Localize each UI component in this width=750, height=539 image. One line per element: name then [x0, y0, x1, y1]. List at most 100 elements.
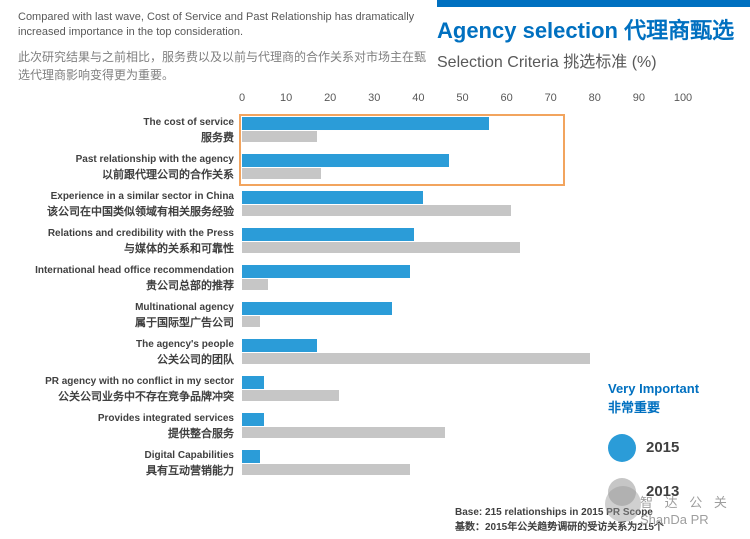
page-title: Agency selection 代理商甄选 — [437, 13, 750, 45]
legend-label-2015: 2015 — [646, 439, 680, 457]
axis-tick: 100 — [673, 92, 693, 104]
category-label-en: The agency's people — [136, 338, 234, 350]
category-label-en: Past relationship with the agency — [75, 153, 234, 165]
category-label-zh: 公关公司业务中不存在竞争品牌冲突 — [58, 390, 234, 403]
legend: Very Important 非常重要 2015 2013 — [608, 380, 699, 506]
axis-tick: 50 — [456, 92, 469, 104]
watermark-line2: ShanDa PR — [640, 511, 709, 527]
base-note: Base: 215 relationships in 2015 PR Scope… — [455, 506, 664, 535]
page-title-zh: 代理商甄选 — [624, 18, 735, 43]
legend-items: 2015 2013 — [608, 433, 699, 506]
chart-row: Provides integrated services 提供整合服务 — [0, 408, 700, 445]
category-label-en: International head office recommendation — [35, 264, 234, 276]
category-label-en: Relations and credibility with the Press — [47, 227, 234, 239]
legend-circle-2013 — [608, 477, 636, 506]
category-label-zh: 提供整合服务 — [168, 427, 234, 440]
category-label: Experience in a similar sector in China 该… — [0, 186, 242, 223]
row-bars — [242, 260, 700, 297]
category-label: Provides integrated services 提供整合服务 — [0, 408, 242, 445]
axis-tick: 90 — [632, 92, 646, 104]
category-label-zh: 与媒体的关系和可靠性 — [124, 242, 234, 255]
chart-row: Multinational agency 属于国际型广告公司 — [0, 297, 700, 334]
highlight-box — [239, 114, 565, 186]
bar-2013 — [242, 131, 317, 142]
bar-2015 — [242, 376, 265, 389]
category-label-en: Experience in a similar sector in China — [50, 190, 234, 202]
bar-2015 — [242, 117, 489, 130]
bar-2013 — [242, 242, 520, 253]
category-label: The cost of service 服务费 — [0, 112, 242, 149]
row-bars — [242, 371, 700, 408]
axis-tick: 60 — [500, 92, 513, 104]
legend-title-zh: 非常重要 — [608, 399, 661, 415]
legend-title: Very Important 非常重要 — [608, 380, 699, 418]
chart-row: Experience in a similar sector in China 该… — [0, 186, 700, 223]
row-bars — [242, 408, 700, 445]
chart-row: International head office recommendation… — [0, 260, 700, 297]
axis-tick: 70 — [544, 92, 557, 104]
bar-2015 — [242, 228, 414, 241]
chart-row: Digital Capabilities 具有互动营销能力 — [0, 445, 700, 482]
row-bars — [242, 445, 700, 482]
chart-rows: The cost of service 服务费 Past relationship … — [0, 112, 700, 482]
base-note-zh: 基数：2015年公关趋势调研的受访关系为215个 — [455, 521, 664, 533]
chart-row: The agency's people 公关公司的团队 — [0, 334, 700, 371]
row-bars — [242, 334, 700, 371]
intro-english: Compared with last wave, Cost of Service… — [18, 11, 415, 38]
chart-row: The cost of service 服务费 — [0, 112, 700, 149]
legend-item-2015: 2015 — [608, 433, 699, 462]
bar-2015 — [242, 450, 260, 463]
category-label-zh: 属于国际型广告公司 — [135, 316, 234, 329]
axis-tick: 80 — [588, 92, 601, 104]
watermark: 智 达 公 关 ShanDa PR — [640, 495, 731, 529]
chart-row: Relations and credibility with the Press… — [0, 223, 700, 260]
row-bars — [242, 149, 700, 186]
category-label-en: The cost of service — [143, 116, 234, 128]
row-bars — [242, 223, 700, 260]
header-accent-bar — [437, 0, 750, 7]
legend-circle-2015 — [608, 433, 636, 462]
axis-tick: 0 — [238, 92, 246, 104]
bar-2013 — [242, 279, 269, 290]
category-label-zh: 贵公司总部的推荐 — [146, 279, 234, 292]
legend-title-en: Very Important — [608, 381, 700, 396]
row-bars — [242, 112, 700, 149]
watermark-logo-circle — [605, 486, 641, 522]
category-label-zh: 以前跟代理公司的合作关系 — [102, 168, 234, 181]
watermark-line1: 智 达 公 关 — [640, 495, 731, 510]
bar-2013 — [242, 390, 340, 401]
legend-item-2013: 2013 — [608, 477, 699, 506]
bar-2015 — [242, 413, 265, 426]
chart-row: Past relationship with the agency 以前跟代理公司… — [0, 149, 700, 186]
category-label-zh: 具有互动营销能力 — [146, 464, 234, 477]
page-title-en: Agency selection — [437, 18, 618, 43]
intro-chinese: 此次研究结果与之前相比，服务费以及以前与代理商的合作关系对市场主在甄选代理商影响… — [18, 49, 427, 83]
base-note-en: Base: 215 relationships in 2015 PR Scope — [455, 507, 653, 518]
category-label-zh: 公关公司的团队 — [157, 353, 234, 366]
bar-2013 — [242, 427, 445, 438]
intro-text: Compared with last wave, Cost of Service… — [18, 10, 426, 85]
category-label: Multinational agency 属于国际型广告公司 — [0, 297, 242, 334]
axis-tick: 40 — [412, 92, 425, 104]
category-label: Past relationship with the agency 以前跟代理公司… — [0, 149, 242, 186]
category-label-en: Provides integrated services — [97, 412, 234, 424]
category-label: The agency's people 公关公司的团队 — [0, 334, 242, 371]
chart-row: PR agency with no conflict in my sector 公… — [0, 371, 700, 408]
legend-label-2013: 2013 — [646, 483, 680, 501]
bar-chart: 0 10 20 30 40 50 60 70 80 90 100 The cost of servi… — [0, 90, 700, 482]
category-label: Relations and credibility with the Press… — [0, 223, 242, 260]
category-label-en: PR agency with no conflict in my sector — [45, 375, 234, 387]
x-axis: 0 10 20 30 40 50 60 70 80 90 100 — [0, 90, 700, 112]
bar-2015 — [242, 154, 450, 167]
bar-2013 — [242, 353, 591, 364]
bar-2015 — [242, 302, 392, 315]
bar-2013 — [242, 316, 260, 327]
category-label-en: Multinational agency — [135, 301, 234, 313]
bar-2013 — [242, 464, 410, 475]
bar-2015 — [242, 191, 423, 204]
axis-tick: 20 — [324, 92, 337, 104]
category-label-en: Digital Capabilities — [144, 449, 234, 461]
row-bars — [242, 186, 700, 223]
bar-2013 — [242, 168, 322, 179]
